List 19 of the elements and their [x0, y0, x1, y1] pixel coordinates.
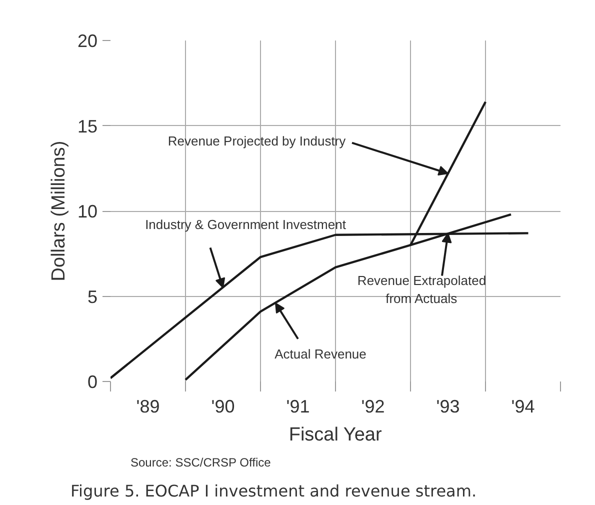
x-tick-label: '90	[211, 396, 235, 416]
x-tick-label: '94	[511, 396, 535, 416]
x-axis-title: Fiscal Year	[288, 424, 382, 446]
annotation: Revenue Projected by Industry	[168, 134, 346, 149]
x-tick-label: '92	[361, 396, 385, 416]
text: Figure 5. EOCAP I investment and revenue stream.	[70, 482, 477, 500]
annotation: Industry & Government Investment	[145, 217, 346, 232]
y-tick-label: 10	[77, 202, 98, 222]
x-tick-label: '93	[436, 396, 460, 416]
x-tick-label: '91	[286, 396, 310, 416]
y-tick-label: 20	[77, 31, 98, 51]
source-note: Source: SSC/CRSP Office	[130, 456, 272, 470]
y-tick-label: 0	[87, 372, 98, 392]
x-tick-label: '89	[136, 396, 160, 416]
y-tick-label: 15	[77, 116, 98, 136]
y-axis-title: Dollars (Millions)	[48, 140, 70, 282]
annotation: Revenue Extrapolated from Actuals	[357, 272, 486, 306]
y-tick-label: 5	[87, 286, 98, 307]
annotation: Actual Revenue	[274, 346, 366, 362]
